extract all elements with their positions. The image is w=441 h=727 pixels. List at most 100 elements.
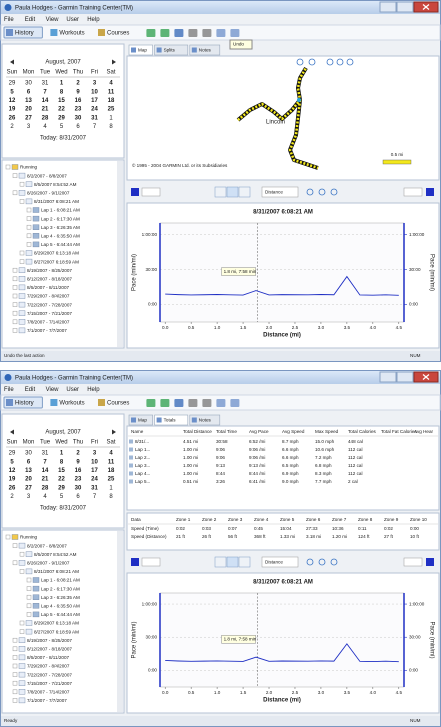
tree-expander[interactable]: [6, 535, 10, 539]
tree-item[interactable]: 7/8/2007 - 7/14/2007: [27, 690, 70, 695]
column-header[interactable]: Avg Pace: [249, 429, 269, 434]
tree-expander[interactable]: [13, 311, 17, 315]
calendar-day[interactable]: 11: [108, 459, 115, 465]
series-dropdown-right[interactable]: [404, 188, 422, 196]
calendar-day[interactable]: 14: [42, 468, 49, 474]
calendar-day[interactable]: 30: [75, 485, 82, 491]
tree-expander[interactable]: [13, 673, 17, 677]
tree-expander[interactable]: [27, 217, 31, 221]
tree-item[interactable]: 7/29/2007 - 8/4/2007: [27, 664, 70, 669]
calendar-day[interactable]: 12: [9, 468, 16, 474]
calendar-today[interactable]: Today: 8/31/2007: [40, 506, 87, 512]
calendar-day[interactable]: 19: [9, 477, 16, 483]
tree-item[interactable]: Running: [20, 535, 38, 540]
tree-item[interactable]: Lap 1 - 6:08:21 AM: [41, 578, 80, 583]
tab-label[interactable]: Map: [138, 418, 147, 423]
tree-expander[interactable]: [20, 182, 24, 186]
tree-expander[interactable]: [20, 630, 24, 634]
tree-item[interactable]: Lap 1 - 6:08:21 AM: [41, 208, 80, 213]
calendar-day[interactable]: 26: [9, 115, 16, 121]
calendar-day[interactable]: 21: [42, 107, 49, 113]
tree-item[interactable]: 7/1/2007 - 7/7/2007: [27, 698, 67, 703]
tree-expander[interactable]: [27, 242, 31, 246]
maximize-button[interactable]: [397, 2, 413, 12]
series-color-right[interactable]: [426, 558, 434, 566]
tree-item[interactable]: 8/31/2007 6:08:21 AM: [34, 199, 79, 204]
calendar-day[interactable]: 16: [75, 468, 82, 474]
toolbar-icon-button[interactable]: [146, 399, 155, 407]
calendar-day[interactable]: 12: [9, 98, 16, 104]
calendar-day[interactable]: 21: [42, 477, 49, 483]
calendar-day[interactable]: 15: [58, 98, 65, 104]
graph-mode-button[interactable]: [215, 557, 226, 567]
calendar-day[interactable]: 20: [25, 107, 32, 113]
tree-item[interactable]: 8/26/2007 - 9/1/2007: [27, 561, 70, 566]
menu-item[interactable]: File: [4, 387, 14, 393]
calendar-day[interactable]: 29: [58, 115, 65, 121]
graph-mode-button[interactable]: [215, 187, 226, 197]
calendar-day[interactable]: 15: [58, 468, 65, 474]
menu-item[interactable]: Help: [87, 17, 100, 23]
tree-item[interactable]: Lap 2 - 6:17:30 AM: [41, 216, 80, 221]
calendar-day[interactable]: 29: [9, 451, 16, 457]
series-color-right[interactable]: [426, 188, 434, 196]
tree-expander[interactable]: [13, 303, 17, 307]
tree-item[interactable]: Running: [20, 165, 38, 170]
calendar-day[interactable]: 30: [25, 451, 32, 457]
calendar-day[interactable]: 22: [58, 107, 65, 113]
calendar-day[interactable]: 17: [91, 98, 98, 104]
toolbar-icon-button[interactable]: [160, 29, 169, 37]
menu-item[interactable]: File: [4, 17, 14, 23]
calendar-day[interactable]: 19: [9, 107, 16, 113]
tree-expander[interactable]: [27, 612, 31, 616]
calendar-day[interactable]: 30: [75, 115, 82, 121]
tree-item[interactable]: 8/19/2007 - 8/25/2007: [27, 638, 72, 643]
series-dropdown-left[interactable]: [142, 558, 160, 566]
column-header[interactable]: Max Speed: [315, 429, 339, 434]
column-header[interactable]: Avg Speed: [282, 429, 305, 434]
calendar-day[interactable]: 24: [91, 107, 98, 113]
calendar-day[interactable]: 29: [58, 485, 65, 491]
calendar-day[interactable]: 28: [42, 485, 49, 491]
tree-item[interactable]: 8/5/2007 8:54:52 AM: [34, 182, 77, 187]
tree-item[interactable]: 7/15/2007 - 7/21/2007: [27, 681, 72, 686]
calendar-day[interactable]: 20: [25, 477, 32, 483]
tree-item[interactable]: 8/27/2007 6:18:59 AM: [34, 629, 79, 634]
tree-expander[interactable]: [13, 638, 17, 642]
toolbar-icon-button[interactable]: [230, 399, 239, 407]
tree-expander[interactable]: [13, 664, 17, 668]
toolbar-icon-button[interactable]: [174, 399, 183, 407]
toolbar-icon-button[interactable]: [146, 29, 155, 37]
toolbar-icon-button[interactable]: [188, 399, 197, 407]
calendar-day[interactable]: 31: [91, 115, 98, 121]
tree-item[interactable]: 8/2/2007 - 8/8/2007: [27, 543, 67, 548]
calendar-day[interactable]: 13: [25, 98, 32, 104]
tree-item[interactable]: Lap 5 - 6:44:44 AM: [41, 242, 80, 247]
tree-expander[interactable]: [13, 294, 17, 298]
calendar-day[interactable]: 31: [42, 451, 49, 457]
tree-item[interactable]: Lap 4 - 6:35:50 AM: [41, 604, 80, 609]
calendar-day[interactable]: 27: [25, 115, 32, 121]
tree-item[interactable]: Lap 3 - 6:26:35 AM: [41, 595, 80, 600]
tree-expander[interactable]: [27, 595, 31, 599]
tree-expander[interactable]: [27, 208, 31, 212]
tree-expander[interactable]: [27, 578, 31, 582]
calendar-day[interactable]: 18: [108, 468, 115, 474]
toolbar-icon-button[interactable]: [216, 399, 225, 407]
column-header[interactable]: Total Calories: [348, 429, 377, 434]
calendar-day[interactable]: 23: [75, 107, 82, 113]
tab-label[interactable]: Totals: [164, 418, 177, 423]
tree-item[interactable]: 8/5/2007 - 8/11/2007: [27, 655, 70, 660]
column-header[interactable]: Total Fat Calories: [381, 429, 417, 434]
calendar-day[interactable]: 30: [25, 81, 32, 87]
tree-item[interactable]: 8/12/2007 - 8/18/2007: [27, 647, 72, 652]
tree-expander[interactable]: [13, 277, 17, 281]
menu-item[interactable]: User: [66, 17, 79, 23]
tree-item[interactable]: 7/22/2007 - 7/28/2007: [27, 302, 72, 307]
tree-item[interactable]: 7/15/2007 - 7/21/2007: [27, 311, 72, 316]
calendar-day[interactable]: 24: [91, 477, 98, 483]
tree-item[interactable]: Lap 3 - 6:26:35 AM: [41, 225, 80, 230]
calendar-day[interactable]: 25: [108, 107, 115, 113]
tree-item[interactable]: 8/5/2007 8:54:52 AM: [34, 552, 77, 557]
toolbar-icon-button[interactable]: [216, 29, 225, 37]
